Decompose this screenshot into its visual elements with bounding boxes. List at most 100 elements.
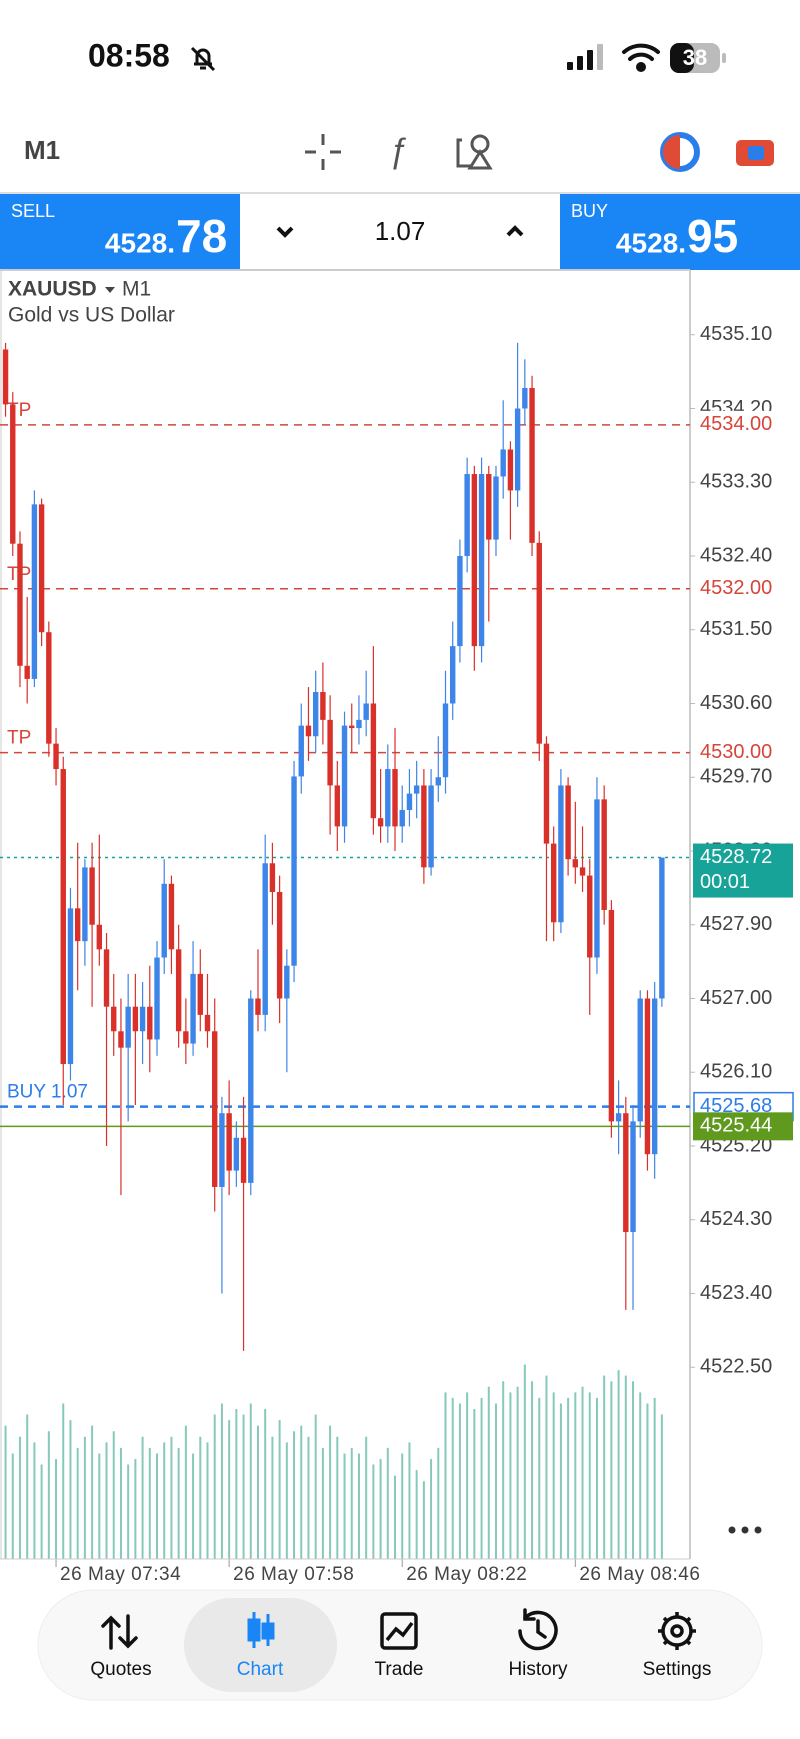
nav-settings[interactable]: Settings	[643, 1659, 712, 1680]
buy-button[interactable]	[560, 194, 800, 270]
candle-body	[219, 1113, 225, 1187]
candle-body	[320, 692, 326, 720]
chart-icon	[247, 1612, 275, 1648]
more-button[interactable]	[728, 1526, 762, 1534]
candle-body	[175, 949, 182, 1032]
candle-body	[500, 449, 506, 477]
candle-body	[17, 543, 23, 666]
candle-body	[118, 1031, 124, 1048]
candle-body	[240, 1137, 247, 1183]
candle-body	[550, 843, 557, 923]
candle-body	[478, 474, 485, 647]
x-tick-label: 26 May 08:22	[406, 1564, 527, 1585]
candle-body	[248, 998, 254, 1183]
price-box	[693, 1112, 793, 1141]
candle-body	[558, 785, 564, 923]
candle-body	[594, 799, 600, 958]
candle-body	[399, 810, 405, 827]
candle-body	[132, 1006, 139, 1032]
candle-body	[450, 646, 456, 704]
candle-body	[392, 769, 398, 827]
candle-body	[284, 965, 290, 999]
candle-body	[536, 542, 542, 744]
candle-body	[659, 857, 665, 999]
candle-body	[276, 891, 283, 999]
candle-body	[442, 703, 449, 778]
candle-body	[529, 388, 535, 543]
bar-timer: 00:01	[700, 871, 750, 893]
volume-up-button[interactable]	[506, 225, 524, 237]
candle-body	[630, 1121, 636, 1233]
candle-body	[457, 555, 463, 647]
chart-timeframe: M1	[122, 278, 151, 301]
candle-body	[298, 725, 304, 777]
nav-trade[interactable]: Trade	[375, 1659, 424, 1680]
volume-field[interactable]: 1.07	[375, 216, 426, 246]
nav-quotes[interactable]: Quotes	[90, 1659, 151, 1680]
candles	[2, 342, 665, 1351]
nav-chart[interactable]: Chart	[237, 1659, 284, 1680]
volume-down-button[interactable]	[276, 226, 294, 238]
candle-body	[327, 719, 333, 786]
account-button[interactable]	[660, 132, 700, 172]
candle-body	[464, 474, 470, 556]
candle-body	[514, 408, 521, 491]
candle-body	[204, 1014, 211, 1032]
candle-body	[190, 973, 196, 1044]
candle-body	[111, 1006, 117, 1032]
crosshair-button[interactable]	[305, 134, 341, 170]
y-tick-label: 4526.10	[700, 1061, 772, 1083]
candle-body	[493, 476, 499, 540]
nav-history[interactable]: History	[508, 1659, 568, 1680]
buy-price-head: 4528.	[616, 227, 686, 258]
timeframe-button[interactable]: M1	[24, 135, 60, 165]
candle-body	[161, 883, 167, 958]
battery-level: 38	[683, 45, 707, 70]
quotes-icon	[101, 1614, 138, 1650]
y-tick-label: 4530.60	[700, 692, 772, 714]
candle-body	[233, 1137, 240, 1171]
symbol[interactable]: XAUUSD	[8, 278, 97, 301]
status-time: 08:58	[88, 37, 170, 73]
candle-body	[507, 449, 514, 491]
candle-body	[197, 973, 203, 1015]
candle-body	[522, 388, 528, 409]
trade-button[interactable]	[736, 140, 774, 166]
candle-body	[428, 785, 434, 868]
y-tick-label: 4527.90	[700, 913, 772, 935]
candle-body	[341, 725, 348, 827]
price-box	[693, 843, 793, 898]
y-tick-label: 4531.50	[700, 618, 772, 640]
candle-body	[435, 777, 441, 786]
symbol-dropdown[interactable]	[105, 287, 115, 293]
objects-button[interactable]	[456, 134, 493, 170]
candle-body	[579, 867, 586, 876]
candle-body	[486, 474, 492, 540]
sell-button[interactable]	[0, 194, 240, 270]
candle-body	[413, 785, 420, 794]
candle-body	[60, 769, 66, 1065]
price-box-label: 4525.68	[700, 1095, 772, 1117]
y-tick-label: 4533.30	[700, 471, 772, 493]
candle-body	[255, 998, 261, 1015]
candle-body	[82, 867, 88, 942]
candle-body	[587, 875, 593, 958]
y-tick-label: 4524.30	[700, 1208, 772, 1230]
candle-body	[377, 818, 384, 827]
symbol-description: Gold vs US Dollar	[8, 304, 175, 327]
sell-label: SELL	[11, 201, 55, 221]
candle-body	[651, 998, 658, 1155]
candle-body	[168, 883, 175, 950]
axes: 4535.104534.204533.304532.404531.504530.…	[0, 323, 772, 1585]
candle-body	[421, 785, 427, 868]
indicators-button[interactable]: ƒ	[389, 132, 408, 171]
candle-body	[623, 1113, 629, 1233]
candle-body	[291, 776, 297, 966]
nav-bar	[37, 1589, 763, 1701]
candle-body	[644, 998, 651, 1155]
candle-body	[89, 867, 95, 925]
candle-body	[154, 957, 160, 1040]
candle-body	[565, 785, 571, 860]
y-tick-label: 4532.40	[700, 544, 772, 566]
